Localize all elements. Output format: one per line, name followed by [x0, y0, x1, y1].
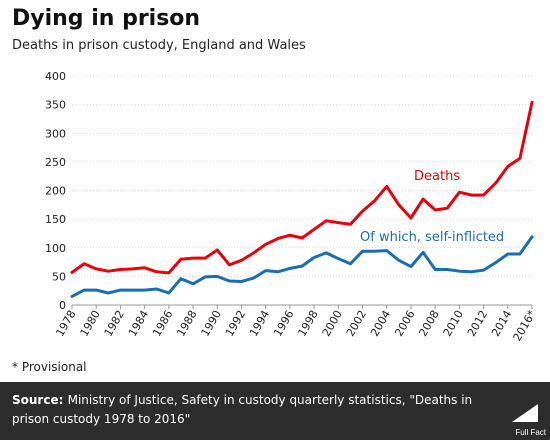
source-citation: Ministry of Justice, Safety in custody q…	[12, 393, 473, 426]
y-tick-label: 400	[45, 70, 66, 83]
y-tick-label: 100	[45, 242, 66, 255]
x-tick-label: 1984	[126, 308, 151, 339]
deaths-series-line	[70, 100, 534, 275]
footnote: * Provisional	[12, 360, 87, 374]
y-tick-label: 150	[45, 213, 66, 226]
x-tick-label: 2014	[489, 308, 514, 339]
y-tick-label: 350	[45, 99, 66, 112]
x-tick-label: 2002	[344, 308, 369, 339]
x-tick-label: 2004	[368, 308, 393, 339]
x-tick-label: 2012	[465, 308, 490, 339]
x-tick-label: 2010	[441, 308, 466, 339]
x-tick-label: 1990	[199, 308, 224, 339]
chart-title: Dying in prison	[12, 6, 201, 31]
y-tick-label: 200	[45, 185, 66, 198]
y-tick-label: 0	[59, 299, 66, 312]
x-tick-label: 2016*	[511, 308, 539, 344]
x-tick-label: 1996	[271, 308, 296, 339]
chart-subtitle: Deaths in prison custody, England and Wa…	[12, 38, 306, 53]
x-tick-label: 1978	[53, 308, 78, 339]
x-tick-label: 2000	[320, 308, 345, 339]
source-label: Source:	[12, 393, 64, 407]
x-tick-label: 1994	[247, 308, 272, 339]
deaths-series-label: Deaths	[414, 169, 460, 184]
x-tick-label: 2006	[392, 308, 417, 339]
source-footer: Source: Ministry of Justice, Safety in c…	[0, 382, 550, 440]
x-tick-label: 1980	[78, 308, 103, 339]
y-tick-label: 250	[45, 156, 66, 169]
y-tick-label: 50	[52, 270, 66, 283]
x-tick-label: 1988	[174, 308, 199, 339]
x-tick-label: 1998	[295, 308, 320, 339]
self-inflicted-series-line	[70, 235, 534, 298]
x-tick-label: 1992	[223, 308, 248, 339]
full-fact-logo-icon	[512, 404, 538, 422]
self-inflicted-series-label: Of which, self-inflicted	[360, 230, 504, 245]
logo-text: Full Fact	[515, 428, 546, 437]
source-text: Source: Ministry of Justice, Safety in c…	[12, 391, 492, 429]
y-tick-label: 300	[45, 127, 66, 140]
x-tick-label: 1986	[150, 308, 175, 339]
x-tick-label: 1982	[102, 308, 127, 339]
line-chart: 0 50 100 150 200 250 300 350 400 1978198019821984…	[45, 70, 539, 344]
x-tick-label: 2008	[416, 308, 441, 339]
